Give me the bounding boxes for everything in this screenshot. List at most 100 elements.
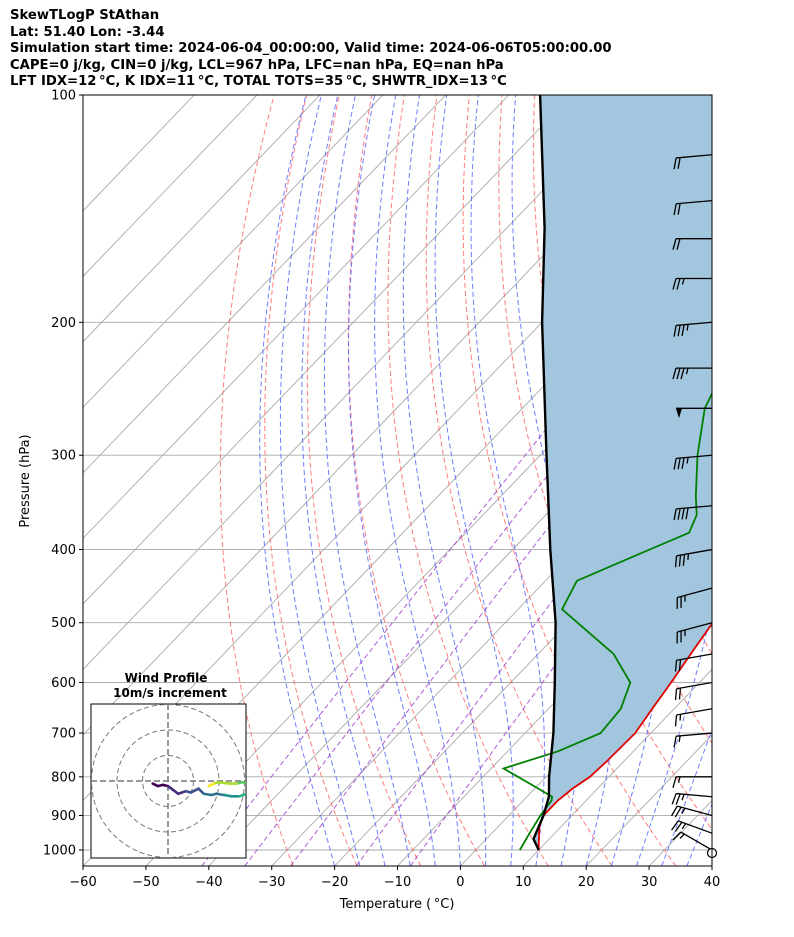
profile-lines <box>501 95 712 851</box>
dry-adiabat-line <box>462 95 677 866</box>
wind-barb <box>671 820 713 834</box>
mixing-ratio-line <box>244 266 712 866</box>
moist-adiabat-line <box>348 95 436 866</box>
barb-full <box>681 324 685 337</box>
barb-full <box>672 278 677 290</box>
barb-half <box>681 823 687 830</box>
barb-full <box>674 555 678 568</box>
y-tick-label: 800 <box>51 770 76 785</box>
barb-staff <box>677 820 713 834</box>
x-tick-label: 30 <box>641 875 658 890</box>
x-tick-label: 0 <box>456 875 464 890</box>
isotherm-line <box>83 95 635 671</box>
moist-adiabat-line <box>402 95 487 866</box>
hodograph-trace-segment <box>189 787 200 794</box>
isotherm-line <box>83 95 572 605</box>
wind-barb <box>674 681 713 701</box>
x-tick-label: −30 <box>258 875 285 890</box>
y-tick-label: 1000 <box>43 844 76 859</box>
hodograph-title: Wind Profile <box>125 671 208 685</box>
wind-barb <box>676 587 713 609</box>
moist-adiabat-line <box>434 95 514 866</box>
wind-barb <box>672 776 712 789</box>
wind-barb <box>673 321 713 337</box>
barb-staff <box>676 548 713 557</box>
background-lines <box>83 95 794 866</box>
title-station: SkewTLogP StAthan <box>10 8 160 23</box>
temperature-line <box>537 622 712 851</box>
barb-staff <box>676 321 713 327</box>
barb-full <box>678 688 682 700</box>
dewpoint-line <box>501 391 712 851</box>
x-tick-label: 40 <box>704 875 721 890</box>
wind-barb <box>672 277 712 290</box>
barb-full <box>673 736 677 748</box>
barb-full <box>677 157 681 169</box>
x-tick-label: −60 <box>69 875 96 890</box>
hodograph-inset: Wind Profile 10m/s increment <box>90 671 247 859</box>
barb-full <box>674 806 682 818</box>
barb-full <box>675 793 681 805</box>
barb-full <box>676 367 681 380</box>
dry-adiabat-line <box>387 95 549 866</box>
x-tick-label: −40 <box>195 875 222 890</box>
y-tick-label: 900 <box>51 809 76 824</box>
moist-adiabat-line <box>279 95 361 866</box>
barb-full <box>674 660 678 672</box>
moist-adiabat-line <box>661 727 712 866</box>
wind-barbs <box>670 154 718 859</box>
cin-shaded-area <box>533 95 712 850</box>
barb-half <box>681 807 686 814</box>
chart-header: SkewTLogP StAthan Lat: 51.40 Lon: -3.44 … <box>10 8 612 91</box>
barb-staff <box>676 792 713 798</box>
barb-staff <box>677 587 713 599</box>
barb-half <box>685 367 689 375</box>
y-tick-label: 200 <box>51 316 76 331</box>
barb-full <box>674 714 678 727</box>
hodograph-subtitle: 10m/s increment <box>113 686 227 700</box>
moist-adiabat-line <box>511 95 581 866</box>
y-tick-label: 600 <box>51 676 76 691</box>
wind-barb <box>674 708 713 727</box>
barb-full <box>672 238 677 250</box>
barb-full <box>671 793 677 805</box>
dry-adiabat-line <box>762 95 794 866</box>
title-cape-indices: CAPE=0 j/kg, CIN=0 j/kg, LCL=967 hPa, LF… <box>10 57 504 73</box>
barb-full <box>677 508 681 520</box>
moist-adiabat-line <box>636 95 712 866</box>
wind-barb <box>676 622 713 644</box>
barb-half <box>686 324 689 331</box>
barb-half <box>677 776 681 783</box>
barb-staff <box>676 732 713 737</box>
barb-pennant <box>676 408 682 419</box>
y-tick-label: 100 <box>51 89 76 104</box>
isotherm-line <box>145 275 712 866</box>
isotherm-line <box>83 95 258 277</box>
barb-full <box>678 659 682 671</box>
wind-barb <box>674 653 713 672</box>
barb-full <box>672 367 677 380</box>
mixing-ratio-line <box>355 388 712 866</box>
y-tick-label: 300 <box>51 449 76 464</box>
isotherm-line <box>83 95 447 474</box>
barb-full <box>676 278 681 290</box>
y-tick-label: 400 <box>51 543 76 558</box>
barb-full <box>673 458 677 470</box>
x-tick-label: 10 <box>515 875 532 890</box>
barb-full <box>677 324 681 337</box>
isotherm-line <box>711 865 712 866</box>
barb-staff <box>677 805 713 817</box>
x-tick-label: −20 <box>321 875 348 890</box>
barb-staff <box>676 708 713 716</box>
barb-full <box>682 554 686 566</box>
title-location: Lat: 51.40 Lon: -3.44 <box>10 24 165 40</box>
isotherm-line <box>83 95 384 409</box>
y-tick-label: 700 <box>51 727 76 742</box>
isotherm-line <box>83 95 509 540</box>
moist-adiabat-line <box>259 95 336 866</box>
barb-full <box>673 508 677 521</box>
dry-adiabat-line <box>264 95 358 866</box>
dry-adiabat-line <box>425 95 613 866</box>
wind-barb <box>671 792 713 805</box>
